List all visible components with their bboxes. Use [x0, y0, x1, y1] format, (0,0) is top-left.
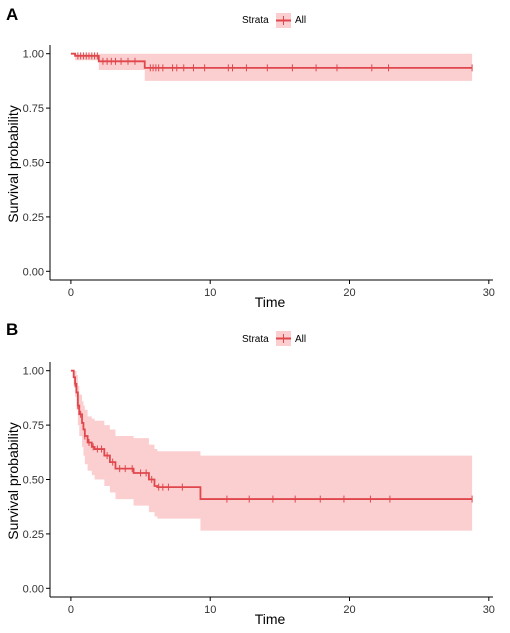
panel-label-b: B — [6, 320, 18, 339]
x-tick-label-b: 10 — [204, 604, 216, 616]
x-tick-label-b: 0 — [68, 604, 74, 616]
panel-b: B Strata All Survival probability Time 0… — [5, 320, 495, 627]
y-tick-label-b: 1.00 — [23, 366, 44, 378]
x-tick-label-b: 20 — [343, 604, 355, 616]
x-tick-label-a: 10 — [204, 287, 216, 299]
y-tick-label-a: 0.00 — [23, 266, 44, 278]
survival-curve-a — [70, 52, 473, 69]
confidence-band-b — [70, 370, 473, 531]
legend-title-b: Strata — [242, 334, 269, 345]
x-tick-label-b: 30 — [483, 604, 495, 616]
y-tick-label-a: 0.50 — [23, 158, 44, 170]
y-tick-label-a: 0.25 — [23, 212, 44, 224]
y-tick-label-a: 0.75 — [23, 103, 44, 115]
legend-label-a: All — [295, 15, 306, 26]
legend-b: Strata All — [242, 331, 306, 346]
legend-title-a: Strata — [242, 15, 269, 26]
legend-a: Strata All — [242, 13, 306, 28]
y-tick-label-b: 0.50 — [23, 475, 44, 487]
legend-label-b: All — [295, 334, 306, 345]
x-axis-title-b: Time — [255, 611, 286, 627]
x-axis-title-a: Time — [255, 294, 286, 310]
y-axis-title-a: Survival probability — [5, 105, 21, 223]
x-tick-label-a: 20 — [343, 287, 355, 299]
y-tick-label-a: 1.00 — [23, 49, 44, 61]
y-tick-label-b: 0.75 — [23, 420, 44, 432]
panel-label-a: A — [6, 5, 18, 24]
x-tick-label-a: 0 — [68, 287, 74, 299]
y-tick-label-b: 0.00 — [23, 583, 44, 595]
y-axis-title-b: Survival probability — [5, 422, 21, 540]
x-tick-label-a: 30 — [483, 287, 495, 299]
panel-a: A Strata All Survival probability Time 0… — [5, 5, 495, 310]
y-tick-label-b: 0.25 — [23, 529, 44, 541]
